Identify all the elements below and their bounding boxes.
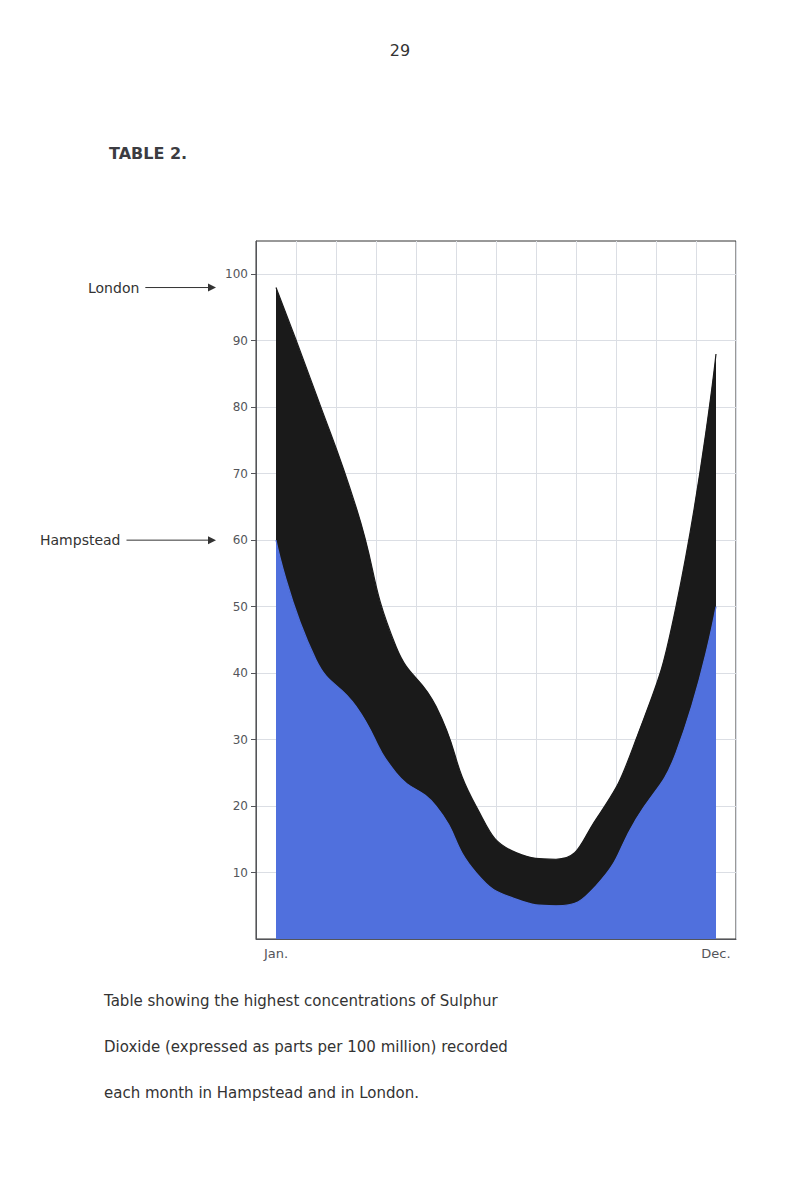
svg-text:TABLE 2.: TABLE 2. — [109, 144, 187, 163]
svg-text:10: 10 — [233, 866, 248, 880]
svg-text:Hampstead: Hampstead — [40, 532, 121, 548]
svg-text:Dec.: Dec. — [701, 946, 730, 961]
svg-text:20: 20 — [233, 799, 248, 813]
svg-text:Table showing the highest conc: Table showing the highest concentrations… — [103, 992, 498, 1010]
svg-text:40: 40 — [233, 666, 248, 680]
svg-text:50: 50 — [233, 600, 248, 614]
svg-text:80: 80 — [233, 400, 248, 414]
svg-text:30: 30 — [233, 733, 248, 747]
svg-text:London: London — [88, 280, 139, 296]
svg-text:each month in Hampstead and in: each month in Hampstead and in London. — [104, 1084, 419, 1102]
svg-text:70: 70 — [233, 467, 248, 481]
svg-text:Jan.: Jan. — [263, 946, 288, 961]
svg-text:90: 90 — [233, 334, 248, 348]
svg-text:29: 29 — [390, 41, 410, 60]
svg-text:100: 100 — [225, 267, 248, 281]
svg-text:Dioxide (expressed as parts pe: Dioxide (expressed as parts per 100 mill… — [104, 1038, 508, 1056]
svg-text:60: 60 — [233, 533, 248, 547]
